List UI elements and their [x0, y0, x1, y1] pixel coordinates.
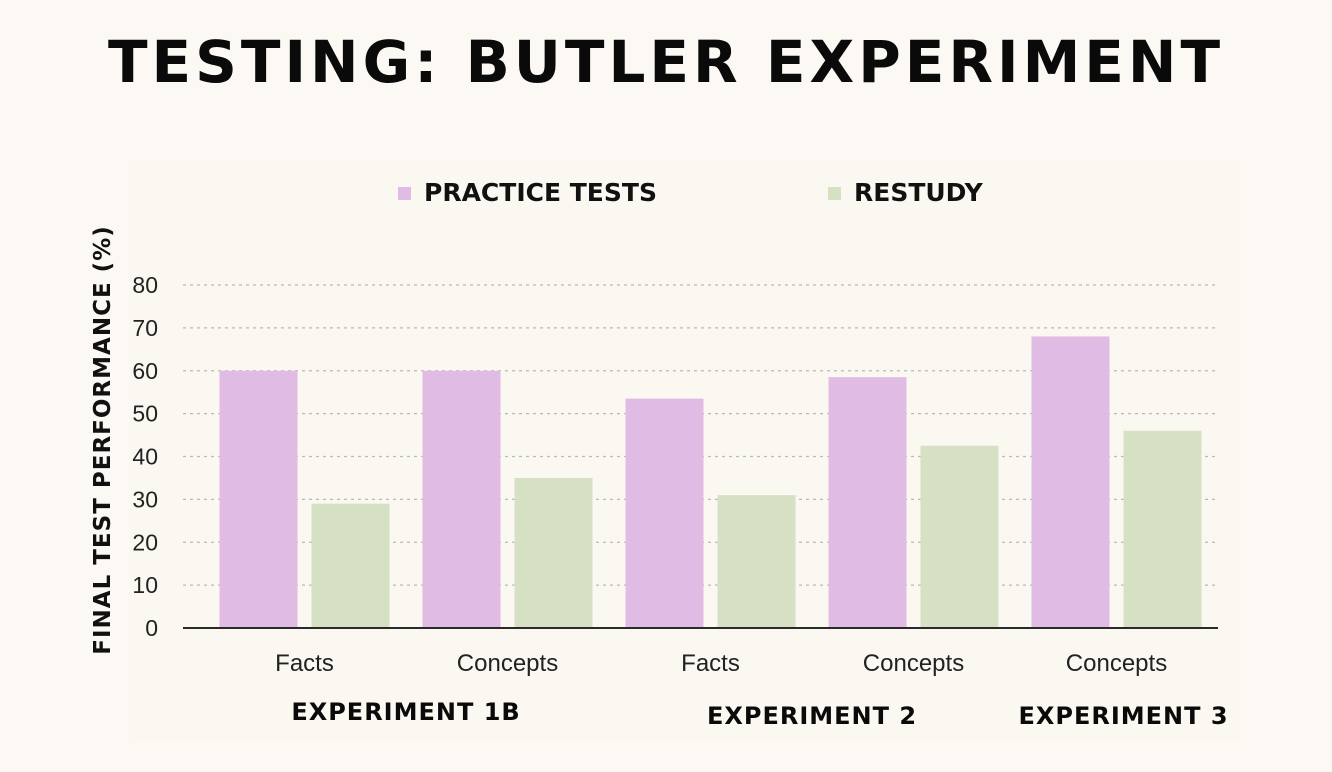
y-tick-label: 40: [132, 444, 158, 470]
y-tick-label: 10: [132, 572, 158, 598]
x-category-label: Concepts: [457, 650, 558, 677]
experiment-group-label: EXPERIMENT 1B: [291, 698, 520, 726]
bar-practice-tests: [219, 370, 298, 628]
bar-restudy: [920, 445, 999, 628]
legend-swatch: [398, 187, 411, 200]
x-category-label: Concepts: [863, 650, 964, 677]
bar-restudy: [311, 503, 390, 628]
page-title: TESTING: BUTLER EXPERIMENT: [107, 28, 1225, 96]
bar-practice-tests: [828, 377, 907, 628]
y-tick-label: 60: [132, 358, 158, 384]
y-tick-label: 80: [132, 272, 158, 298]
x-category-label: Facts: [681, 650, 740, 677]
experiment-group-label: EXPERIMENT 2: [707, 702, 917, 730]
experiment-group-label: EXPERIMENT 3: [1018, 702, 1228, 730]
axes: 0 10 20 30 40 50 60 70 80 Facts Concepts Facts Conce…: [132, 272, 1228, 730]
bar-restudy: [1123, 430, 1202, 628]
y-tick-label: 30: [132, 486, 158, 512]
y-tick-label: 20: [132, 529, 158, 555]
legend-label: PRACTICE TESTS: [424, 178, 657, 207]
x-category-label: Concepts: [1066, 650, 1167, 677]
x-category-label: Facts: [275, 650, 334, 677]
legend: PRACTICE TESTS RESTUDY: [398, 178, 984, 207]
bars: [219, 336, 1202, 628]
y-tick-label: 70: [132, 315, 158, 341]
legend-label: RESTUDY: [854, 178, 984, 207]
y-tick-label: 0: [145, 615, 158, 641]
bar-restudy: [514, 477, 593, 628]
bar-practice-tests: [422, 370, 501, 628]
bar-practice-tests: [625, 398, 704, 628]
y-axis-label: FINAL TEST PERFORMANCE (%): [90, 225, 116, 655]
legend-swatch: [828, 187, 841, 200]
y-tick-label: 50: [132, 401, 158, 427]
bar-restudy: [717, 495, 796, 628]
bar-practice-tests: [1031, 336, 1110, 628]
